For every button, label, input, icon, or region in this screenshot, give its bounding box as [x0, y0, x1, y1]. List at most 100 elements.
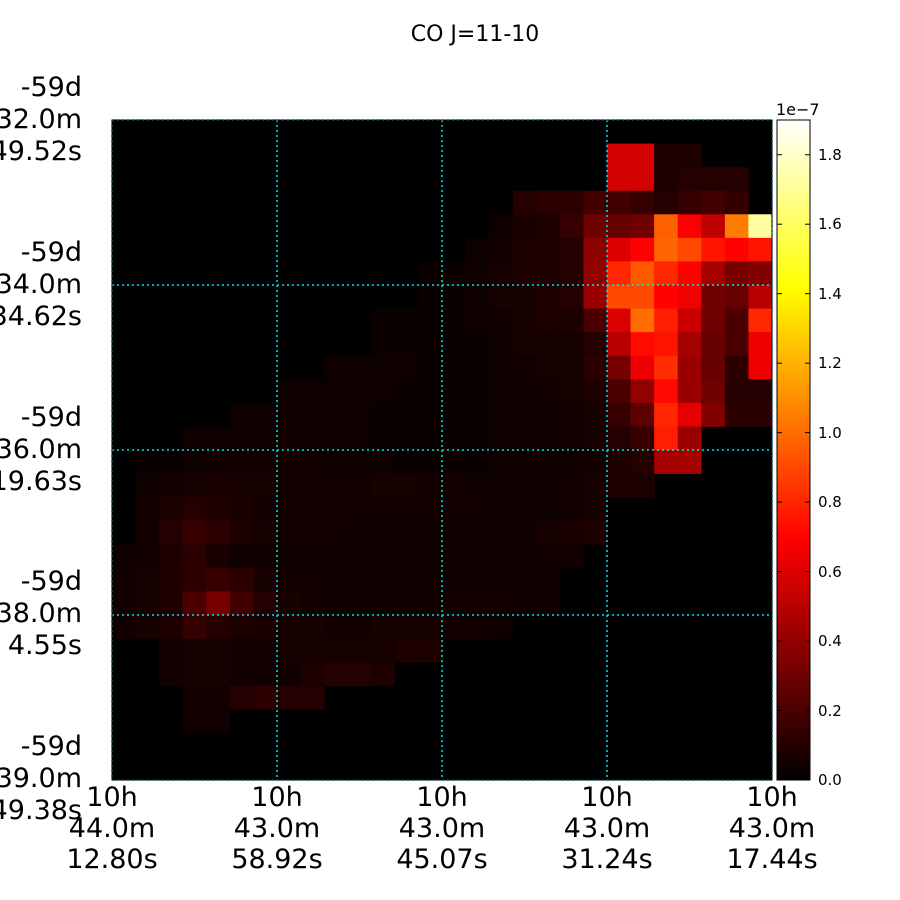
heatmap-cell	[253, 591, 278, 616]
dec-tick-label: -59d 39.0m 49.38s	[0, 731, 82, 826]
heatmap-cell	[229, 544, 254, 569]
heatmap-cell	[442, 261, 466, 286]
heatmap-cell	[277, 379, 301, 404]
heatmap-cell	[347, 379, 372, 404]
heatmap-cell	[229, 426, 254, 451]
heatmap-cell	[512, 591, 537, 616]
heatmap-cell	[630, 308, 655, 333]
heatmap-cell	[324, 450, 349, 474]
heatmap-cell	[512, 402, 537, 427]
heatmap-cell	[724, 214, 749, 239]
heatmap-cell	[324, 473, 349, 498]
heatmap-cell	[324, 591, 349, 616]
heatmap-cell	[748, 214, 773, 239]
heatmap-cell	[135, 544, 160, 569]
heatmap-cell	[748, 332, 773, 357]
heatmap-cell	[112, 591, 136, 616]
heatmap-cell	[583, 285, 608, 309]
heatmap-cell	[536, 379, 561, 404]
heatmap-cell	[300, 402, 325, 427]
heatmap-cell	[324, 567, 349, 592]
heatmap-cell	[206, 615, 231, 639]
colorbar-tick-label: 0.8	[818, 493, 842, 512]
heatmap-cell	[442, 308, 466, 333]
heatmap-cell	[536, 450, 561, 474]
heatmap-cell	[253, 520, 278, 545]
heatmap-cell	[371, 402, 396, 427]
heatmap-cell	[607, 426, 631, 451]
heatmap-cell	[442, 450, 466, 474]
heatmap-cell	[630, 355, 655, 380]
heatmap-cell	[229, 638, 254, 663]
heatmap-cell	[182, 497, 207, 522]
heatmap-cell	[277, 662, 301, 687]
heatmap-cell	[277, 591, 301, 616]
heatmap-cell	[418, 308, 443, 333]
heatmap-cell	[512, 261, 537, 286]
heatmap-cell	[677, 285, 702, 309]
heatmap-cell	[489, 379, 514, 404]
heatmap-cell	[324, 662, 349, 687]
ra-tick-label: 10h 44.0m 12.80s	[66, 782, 158, 875]
heatmap-cell	[347, 662, 372, 687]
heatmap-cell	[701, 237, 726, 262]
heatmap-cell	[394, 402, 419, 427]
heatmap-cell	[347, 355, 372, 380]
heatmap-cell	[347, 473, 372, 498]
heatmap-cell	[277, 450, 301, 474]
heatmap-cell	[347, 402, 372, 427]
heatmap-cell	[654, 379, 679, 404]
heatmap-cell	[724, 379, 749, 404]
plot-frame	[111, 119, 773, 781]
heatmap-cell	[253, 426, 278, 451]
heatmap-cell	[300, 473, 325, 498]
heatmap-cell	[630, 285, 655, 309]
heatmap-cell	[748, 308, 773, 333]
heatmap-cell	[559, 237, 584, 262]
heatmap-cell	[442, 497, 466, 522]
heatmap-cell	[182, 544, 207, 569]
heatmap-cell	[182, 685, 207, 710]
dec-tick-label: -59d 34.0m 34.62s	[0, 237, 82, 332]
heatmap-cell	[371, 426, 396, 451]
heatmap-cell	[536, 567, 561, 592]
heatmap-cell	[559, 473, 584, 498]
heatmap-cell	[677, 426, 702, 451]
heatmap-cell	[677, 237, 702, 262]
heatmap-cell	[654, 308, 679, 333]
heatmap-cell	[253, 615, 278, 639]
heatmap-cell	[630, 190, 655, 215]
heatmap-cell	[206, 685, 231, 710]
heatmap-cell	[465, 426, 490, 451]
heatmap-cell	[371, 332, 396, 357]
heatmap-cell	[418, 355, 443, 380]
heatmap-cell	[536, 308, 561, 333]
heatmap-cell	[394, 567, 419, 592]
heatmap-cell	[630, 402, 655, 427]
heatmap-cell	[583, 190, 608, 215]
heatmap-cell	[371, 308, 396, 333]
heatmap-cell	[701, 355, 726, 380]
heatmap-cell	[607, 167, 631, 192]
heatmap-cell	[371, 591, 396, 616]
heatmap-cell	[748, 355, 773, 380]
heatmap-cell	[701, 214, 726, 239]
heatmap-cell	[300, 685, 325, 710]
heatmap-cell	[442, 379, 466, 404]
heatmap-cell	[724, 308, 749, 333]
heatmap-cell	[701, 308, 726, 333]
heatmap-cell	[512, 190, 537, 215]
heatmap-cell	[277, 638, 301, 663]
heatmap-cell	[654, 167, 679, 192]
heatmap-cell	[559, 544, 584, 569]
heatmap-cell	[465, 567, 490, 592]
heatmap-cell	[277, 544, 301, 569]
heatmap-cell	[182, 709, 207, 734]
heatmap-cell	[489, 544, 514, 569]
heatmap-cell	[607, 261, 631, 286]
heatmap-cell	[583, 520, 608, 545]
heatmap-cell	[512, 355, 537, 380]
heatmap-cell	[607, 450, 631, 474]
heatmap-cell	[654, 143, 679, 168]
heatmap-cell	[654, 426, 679, 451]
